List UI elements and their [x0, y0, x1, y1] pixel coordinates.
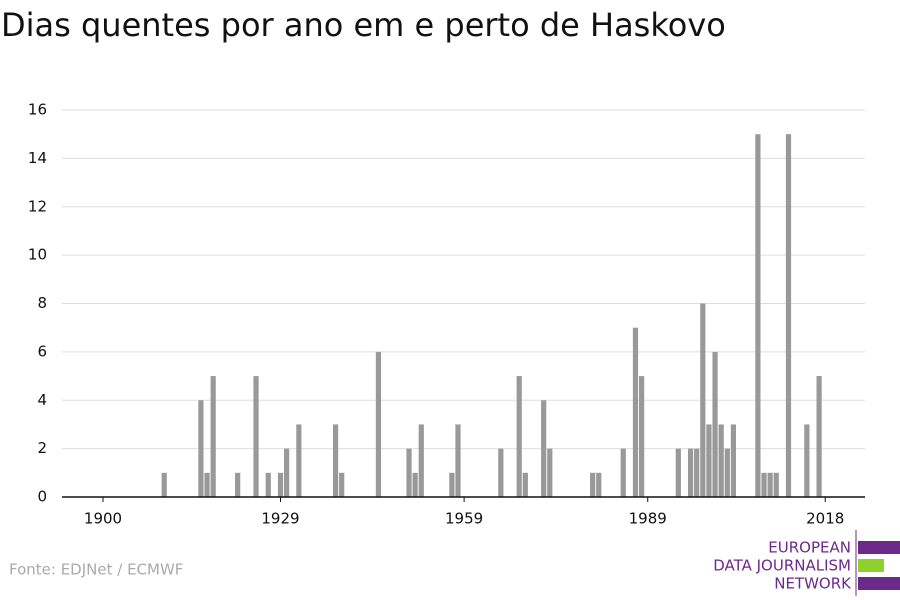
y-tick-label: 10	[28, 246, 47, 264]
bar	[755, 134, 761, 497]
x-tick-label: 1929	[261, 510, 299, 528]
bar	[718, 424, 724, 497]
bar	[277, 472, 284, 497]
bar	[418, 424, 424, 497]
bar	[204, 472, 210, 497]
bar	[296, 424, 302, 497]
y-tick-label: 8	[37, 294, 47, 312]
bar	[253, 376, 259, 497]
bar	[767, 472, 773, 497]
bar	[687, 448, 694, 497]
bar	[516, 376, 522, 497]
bar	[773, 472, 779, 497]
bar	[712, 351, 718, 497]
logo-text: EUROPEAN	[768, 539, 851, 557]
y-tick-label: 0	[37, 488, 47, 506]
logo-bar	[858, 577, 900, 590]
bar	[375, 351, 382, 497]
bar	[761, 472, 767, 497]
bar	[265, 472, 271, 497]
bar	[816, 376, 822, 497]
bar	[449, 472, 455, 497]
logo-bar	[858, 541, 900, 554]
y-tick-label: 14	[28, 149, 47, 167]
bar	[455, 424, 461, 497]
bar	[706, 424, 712, 497]
bar	[339, 472, 345, 497]
x-tick-label: 1959	[445, 510, 483, 528]
logo-text: NETWORK	[774, 575, 852, 593]
y-tick-label: 6	[37, 342, 47, 360]
bar	[804, 424, 810, 497]
bar	[198, 400, 204, 497]
bar	[590, 472, 596, 497]
bar	[639, 376, 645, 497]
bar	[675, 448, 681, 497]
bar	[522, 472, 528, 497]
bar	[406, 448, 412, 497]
x-tick-label: 1900	[84, 510, 122, 528]
bar	[730, 424, 737, 497]
y-tick-label: 4	[37, 391, 47, 409]
bar	[547, 448, 553, 497]
logo-bar	[858, 559, 884, 572]
chart-title: Dias quentes por ano em e perto de Hasko…	[1, 6, 726, 44]
bar	[596, 472, 602, 497]
bar	[724, 448, 730, 497]
bar	[620, 448, 626, 497]
bar	[700, 303, 706, 497]
bar	[284, 448, 290, 497]
y-tick-label: 2	[37, 439, 47, 457]
x-tick-label: 1989	[629, 510, 667, 528]
bar	[541, 400, 547, 497]
x-tick-label: 2018	[806, 510, 844, 528]
y-tick-label: 12	[28, 197, 47, 215]
bar	[498, 448, 504, 497]
bar	[332, 424, 339, 497]
bar	[632, 327, 639, 497]
bar	[235, 472, 241, 497]
bar	[210, 376, 216, 497]
bar	[161, 472, 167, 497]
bar	[785, 134, 792, 497]
logo-text: DATA JOURNALISM	[713, 557, 851, 575]
source: Fonte: EDJNet / ECMWF	[9, 561, 183, 579]
y-tick-label: 16	[28, 101, 47, 119]
bar	[412, 472, 418, 497]
bar	[694, 448, 700, 497]
